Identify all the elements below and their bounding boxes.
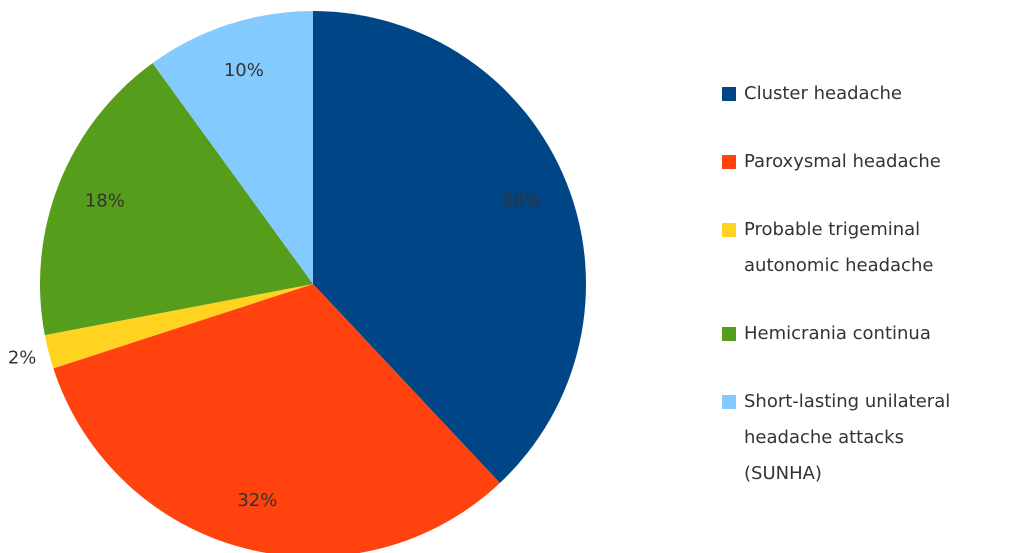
- legend-swatch: [722, 395, 736, 409]
- legend-swatch: [722, 223, 736, 237]
- legend: Cluster headache Paroxysmal headache Proba…: [720, 76, 1020, 524]
- legend-label: Probable trigeminal autonomic headache: [744, 219, 934, 276]
- data-label: 10%: [224, 60, 264, 81]
- legend-swatch: [722, 327, 736, 341]
- data-label: 18%: [85, 191, 125, 212]
- legend-item: Probable trigeminal autonomic headache: [720, 212, 1020, 284]
- pie-slice: [53, 284, 500, 553]
- pie-slice: [39, 63, 313, 336]
- legend-label: Short-lasting unilateral headache attack…: [744, 391, 951, 484]
- legend-item: Short-lasting unilateral headache attack…: [720, 384, 1020, 492]
- legend-item: Cluster headache: [720, 76, 1020, 112]
- pie-slice: [152, 11, 313, 284]
- data-label: 38%: [501, 191, 541, 212]
- legend-item: Paroxysmal headache: [720, 144, 1020, 180]
- legend-label: Hemicrania continua: [744, 323, 931, 344]
- pie-slice: [44, 284, 314, 369]
- legend-label: Cluster headache: [744, 83, 902, 104]
- legend-label: Paroxysmal headache: [744, 151, 941, 172]
- legend-swatch: [722, 87, 736, 101]
- pie-slice: [313, 11, 586, 484]
- data-label: 2%: [8, 348, 37, 369]
- data-label: 32%: [237, 490, 277, 511]
- legend-swatch: [722, 155, 736, 169]
- legend-item: Hemicrania continua: [720, 316, 1020, 352]
